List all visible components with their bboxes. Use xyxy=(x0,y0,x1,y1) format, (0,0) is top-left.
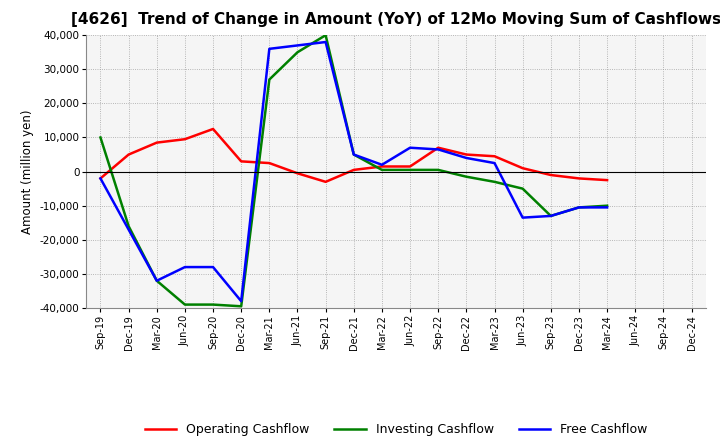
Free Cashflow xyxy=(125,227,133,232)
Free Cashflow xyxy=(575,205,583,210)
Y-axis label: Amount (million yen): Amount (million yen) xyxy=(21,110,34,234)
Operating Cashflow xyxy=(125,152,133,157)
Investing Cashflow xyxy=(153,278,161,283)
Free Cashflow xyxy=(546,213,555,219)
Legend: Operating Cashflow, Investing Cashflow, Free Cashflow: Operating Cashflow, Investing Cashflow, … xyxy=(140,418,652,440)
Operating Cashflow xyxy=(462,152,471,157)
Investing Cashflow xyxy=(125,224,133,229)
Free Cashflow xyxy=(153,278,161,283)
Investing Cashflow xyxy=(321,33,330,38)
Free Cashflow xyxy=(490,161,499,166)
Investing Cashflow xyxy=(406,167,415,172)
Free Cashflow xyxy=(321,39,330,44)
Investing Cashflow xyxy=(490,179,499,184)
Free Cashflow xyxy=(518,215,527,220)
Operating Cashflow xyxy=(293,171,302,176)
Free Cashflow xyxy=(265,46,274,51)
Free Cashflow xyxy=(406,145,415,150)
Free Cashflow xyxy=(181,264,189,270)
Operating Cashflow xyxy=(265,161,274,166)
Operating Cashflow xyxy=(406,164,415,169)
Title: [4626]  Trend of Change in Amount (YoY) of 12Mo Moving Sum of Cashflows: [4626] Trend of Change in Amount (YoY) o… xyxy=(71,12,720,27)
Operating Cashflow xyxy=(434,145,443,150)
Operating Cashflow xyxy=(603,177,611,183)
Operating Cashflow xyxy=(349,167,358,172)
Operating Cashflow xyxy=(181,136,189,142)
Investing Cashflow xyxy=(265,77,274,82)
Free Cashflow xyxy=(293,43,302,48)
Free Cashflow xyxy=(96,176,105,181)
Operating Cashflow xyxy=(575,176,583,181)
Operating Cashflow xyxy=(490,154,499,159)
Investing Cashflow xyxy=(462,174,471,180)
Operating Cashflow xyxy=(518,165,527,171)
Free Cashflow xyxy=(462,155,471,161)
Operating Cashflow xyxy=(546,172,555,178)
Free Cashflow xyxy=(377,162,386,167)
Operating Cashflow xyxy=(377,164,386,169)
Free Cashflow xyxy=(603,205,611,210)
Investing Cashflow xyxy=(209,302,217,307)
Operating Cashflow xyxy=(96,176,105,181)
Investing Cashflow xyxy=(518,186,527,191)
Investing Cashflow xyxy=(293,50,302,55)
Free Cashflow xyxy=(349,152,358,157)
Operating Cashflow xyxy=(153,140,161,145)
Line: Operating Cashflow: Operating Cashflow xyxy=(101,129,607,182)
Free Cashflow xyxy=(434,147,443,152)
Operating Cashflow xyxy=(321,179,330,184)
Investing Cashflow xyxy=(96,135,105,140)
Line: Free Cashflow: Free Cashflow xyxy=(101,42,607,301)
Investing Cashflow xyxy=(181,302,189,307)
Free Cashflow xyxy=(237,299,246,304)
Investing Cashflow xyxy=(377,167,386,172)
Line: Investing Cashflow: Investing Cashflow xyxy=(101,35,607,306)
Free Cashflow xyxy=(209,264,217,270)
Investing Cashflow xyxy=(349,152,358,157)
Operating Cashflow xyxy=(237,159,246,164)
Investing Cashflow xyxy=(434,167,443,172)
Investing Cashflow xyxy=(546,213,555,219)
Operating Cashflow xyxy=(209,126,217,132)
Investing Cashflow xyxy=(575,205,583,210)
Investing Cashflow xyxy=(603,203,611,209)
Investing Cashflow xyxy=(237,304,246,309)
